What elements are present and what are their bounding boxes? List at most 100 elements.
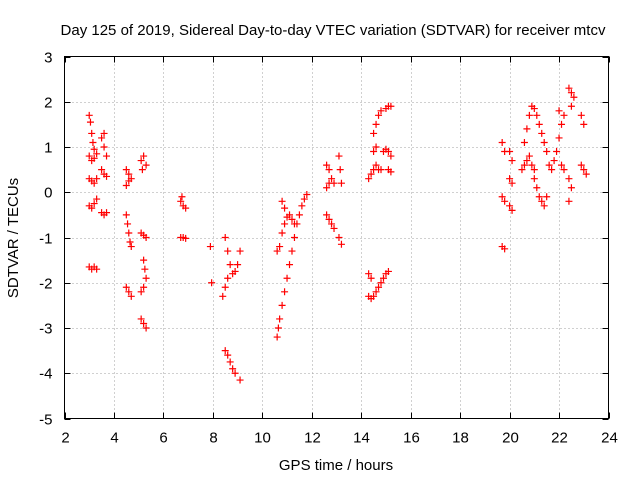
data-point [543,193,551,201]
y-tick-label: 0 [44,185,52,202]
data-point [219,292,227,300]
x-tick-label: 12 [304,430,321,447]
y-tick-label: 2 [44,95,52,112]
data-point [565,175,573,183]
x-tick-labels: 2 4 6 8 10 12 14 16 18 20 22 24 [61,430,618,447]
x-tick-label: 10 [254,430,271,447]
data-point [387,152,395,160]
data-point [372,143,380,151]
data-point [100,129,108,137]
data-point [560,166,568,174]
data-point [540,138,548,146]
data-point [550,157,558,165]
data-point [506,148,514,156]
data-point [281,204,289,212]
x-tick-label: 2 [61,430,69,447]
data-point [498,138,506,146]
data-point [221,234,229,241]
data-point [323,211,331,219]
data-point [325,215,333,223]
data-point [538,197,546,205]
data-point [336,166,344,174]
data-point [141,265,149,273]
data-point [335,234,343,241]
data-point [530,175,538,183]
data-point [567,89,575,97]
data-point [140,283,148,291]
axis-ticks [64,56,610,420]
data-point [377,166,385,174]
data-point [553,148,561,156]
data-point [226,358,234,366]
data-point [278,229,286,237]
x-tick-label: 18 [452,430,469,447]
data-point [229,365,237,373]
data-point [208,279,216,287]
data-point [85,152,93,160]
y-tick-label: -2 [39,276,52,293]
data-point [555,134,563,142]
data-point [520,161,528,169]
data-point [325,166,333,174]
data-point [86,118,94,126]
data-point [298,202,306,210]
data-point [525,152,533,160]
data-point [278,197,286,205]
y-tick-label: 1 [44,140,52,157]
data-point [501,197,509,205]
data-point [226,261,234,269]
data-point [533,184,541,192]
y-tick-label: -4 [39,366,52,383]
data-point [281,220,289,228]
data-point [565,84,573,92]
data-point [122,181,130,189]
data-point [567,102,575,110]
data-point [580,166,588,174]
data-point [506,175,514,183]
data-point [100,143,108,151]
data-point [93,150,101,158]
data-point [538,129,546,137]
data-point [90,154,98,162]
data-point [558,161,566,169]
data-point [303,191,311,199]
data-point [535,193,543,201]
data-point [375,111,383,119]
x-tick-label: 24 [601,430,618,447]
data-point [370,148,378,156]
x-tick-label: 22 [551,430,568,447]
data-point [528,161,536,169]
data-point [367,170,375,178]
data-point [523,125,531,133]
data-point [224,274,232,282]
data-point [142,234,150,241]
data-point [580,120,588,128]
data-point [236,247,244,255]
data-point [328,220,336,228]
data-point [337,240,345,248]
data-point [290,220,298,228]
data-point [372,288,380,296]
data-point [283,274,291,282]
data-point [548,166,556,174]
data-point [508,157,516,165]
data-point [523,157,531,165]
data-point [221,347,229,355]
data-point [182,234,190,242]
data-point [300,195,308,203]
x-tick-label: 14 [353,430,370,447]
data-point [142,324,150,332]
data-point [182,204,190,212]
data-point [565,197,573,205]
data-point [384,267,392,275]
data-point [140,256,148,264]
data-point [231,267,239,275]
data-point [370,292,378,300]
data-point [137,288,145,296]
data-point [372,120,380,128]
data-point [85,111,93,119]
x-tick-label: 6 [159,430,167,447]
data-point [286,211,294,219]
y-axis-label: SDTVAR / TECUs [5,178,22,298]
data-point [90,145,98,153]
